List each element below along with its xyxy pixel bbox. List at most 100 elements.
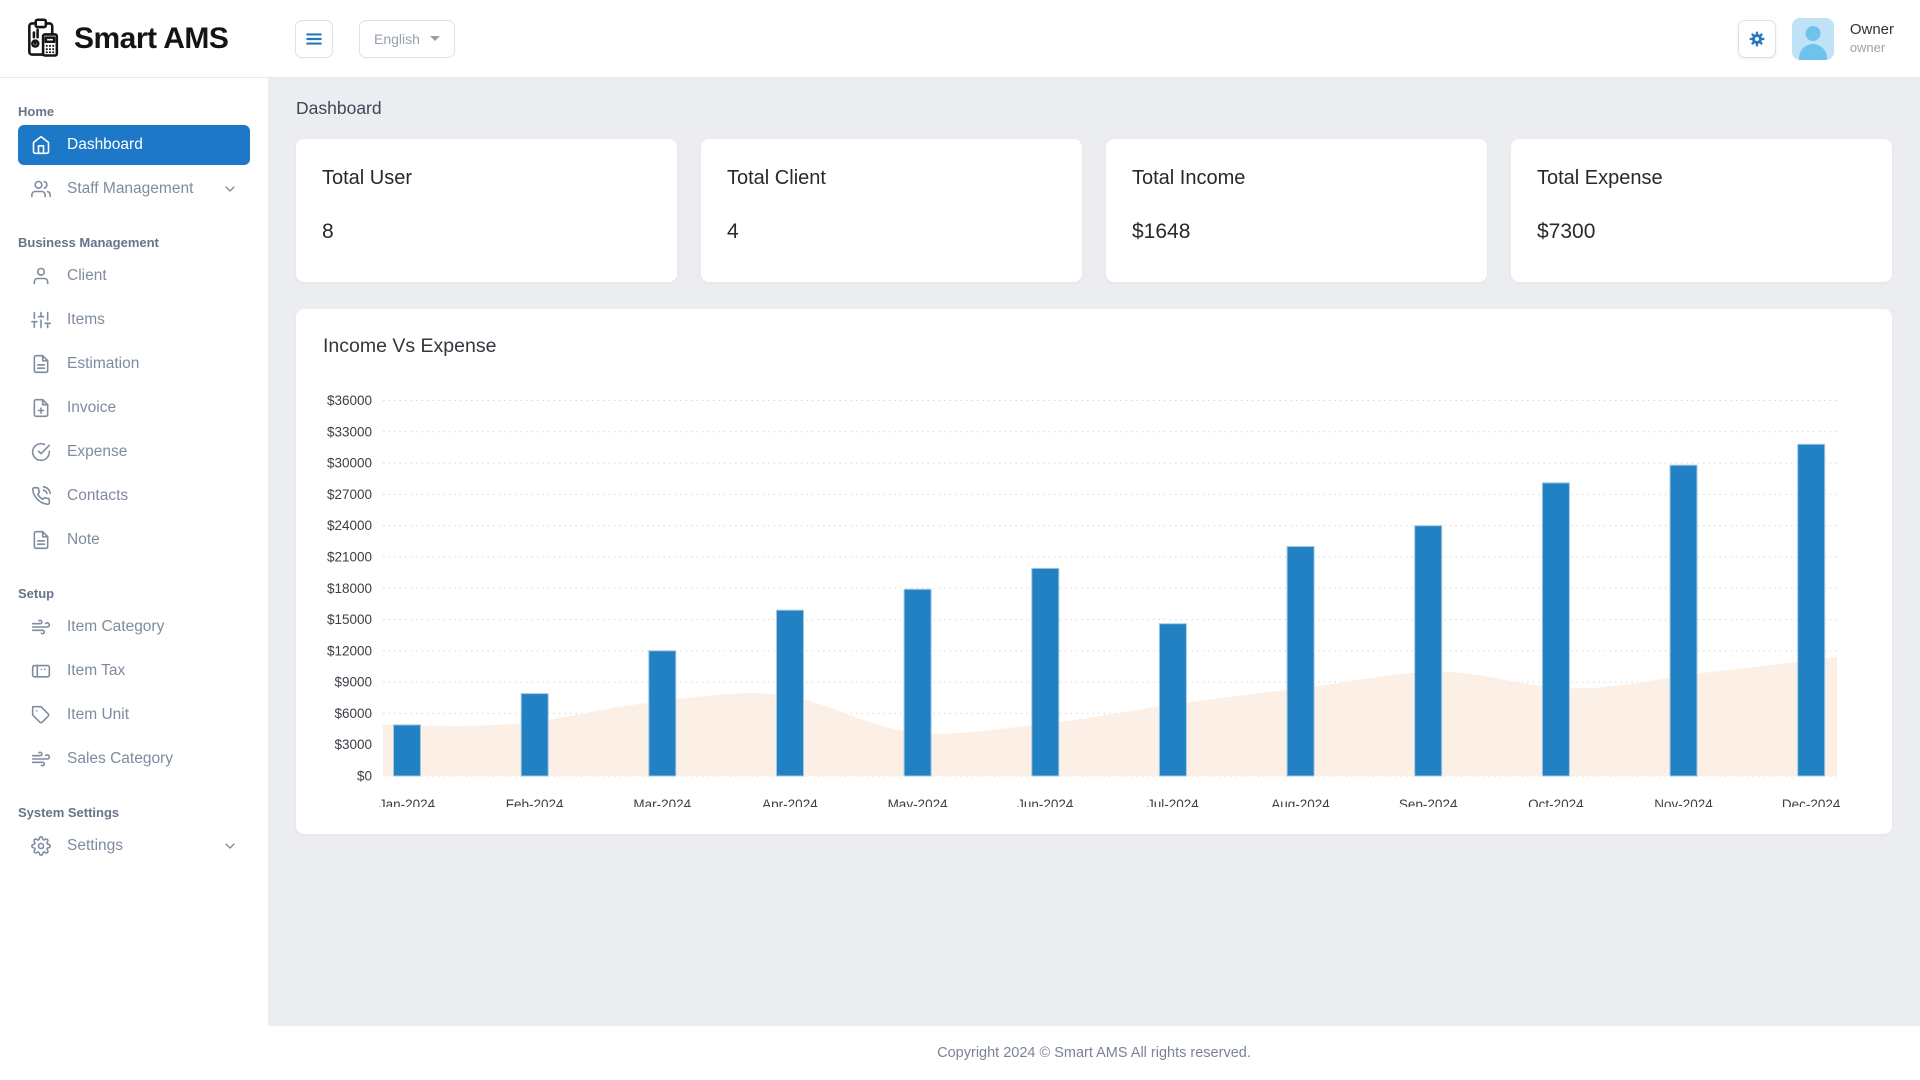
y-axis-tick-label: $0 [357, 769, 372, 784]
y-axis-tick-label: $36000 [327, 393, 372, 408]
income-bar-nov-2024 [1669, 464, 1698, 777]
income-bar-mar-2024 [648, 650, 677, 777]
stat-card-title: Total Income [1132, 167, 1246, 189]
sidebar-toggle-button[interactable] [295, 19, 333, 58]
x-axis-tick-label: Jun-2024 [1017, 797, 1074, 807]
sidebar-item-label: Item Category [67, 618, 165, 635]
brand-logo[interactable]: Smart AMS [0, 0, 268, 78]
x-axis-tick-label: Apr-2024 [762, 797, 818, 807]
sidebar-item-label: Contacts [67, 487, 129, 504]
income-bar-apr-2024 [776, 609, 804, 777]
sidebar-item-label: Client [67, 267, 107, 284]
chevron-down-icon [222, 181, 238, 197]
x-axis-tick-label: Mar-2024 [633, 797, 691, 807]
income-bar-sep-2024 [1414, 525, 1443, 777]
sidebar-item-client[interactable]: Client [18, 254, 250, 298]
income-bar-may-2024 [903, 588, 932, 777]
sidebar-item-label: Dashboard [67, 136, 143, 153]
y-axis-tick-label: $24000 [327, 518, 372, 533]
sidebar-item-invoice[interactable]: Invoice [18, 386, 250, 430]
sidebar-item-label: Invoice [67, 399, 117, 416]
y-axis-tick-label: $21000 [327, 549, 372, 564]
stats-row: Total User 8 Total Client 4 Total Income $164… [296, 139, 1892, 282]
file-text-icon [31, 530, 51, 550]
y-axis-tick-label: $27000 [327, 487, 372, 502]
sidebar-item-item-category[interactable]: Item Category [18, 605, 250, 649]
sidebar-item-items[interactable]: Items [18, 298, 250, 342]
sidebar-item-contacts[interactable]: Contacts [18, 474, 250, 518]
settings-quick-button[interactable] [1737, 19, 1776, 58]
sidebar-section-label-system-settings: System Settings [18, 805, 120, 820]
income-vs-expense-chart-card: Income Vs Expense $36000 $33000 $30000 $270… [296, 309, 1892, 834]
sidebar-item-label: Item Unit [67, 706, 130, 723]
sidebar-item-estimation[interactable]: Estimation [18, 342, 250, 386]
user-avatar[interactable] [1791, 17, 1834, 60]
wind-icon [31, 749, 51, 769]
sidebar-item-label: Settings [67, 837, 124, 854]
user-name: Owner [1849, 21, 1894, 38]
menu-icon [304, 29, 324, 49]
y-axis-tick-label: $9000 [334, 675, 372, 690]
tag-icon [31, 705, 51, 725]
sidebar-item-label: Item Tax [67, 662, 126, 679]
page-title: Dashboard [296, 98, 382, 118]
sliders-icon [31, 310, 51, 330]
x-axis-tick-label: Dec-2024 [1782, 797, 1841, 807]
language-dropdown-value: English [374, 30, 420, 47]
y-axis-tick-label: $12000 [327, 643, 372, 658]
income-bar-oct-2024 [1541, 482, 1570, 777]
sidebar-item-note[interactable]: Note [18, 518, 250, 562]
file-plus-icon [31, 398, 51, 418]
main-content: Dashboard Total User 8 Total Client 4 Total … [268, 78, 1920, 1026]
sidebar-item-label: Items [67, 311, 105, 328]
users-icon [31, 179, 51, 199]
x-axis-tick-label: Sep-2024 [1399, 797, 1458, 807]
y-axis-tick-label: $15000 [327, 612, 372, 627]
y-axis-tick-label: $30000 [327, 456, 372, 471]
gear-icon [1747, 29, 1767, 49]
topbar: Smart AMS English [0, 0, 1920, 78]
card-icon [31, 661, 51, 681]
expense-area-series [383, 657, 1837, 776]
stat-card-total-client: Total Client 4 [701, 139, 1082, 282]
sidebar-item-item-unit[interactable]: Item Unit [18, 693, 250, 737]
sidebar-item-settings[interactable]: Settings [18, 824, 250, 868]
x-axis-tick-label: May-2024 [888, 797, 949, 807]
home-icon [31, 135, 51, 155]
language-dropdown[interactable]: English [359, 19, 455, 58]
income-bar-dec-2024 [1797, 443, 1826, 777]
stat-card-total-expense: Total Expense $7300 [1511, 139, 1892, 282]
phone-icon [31, 486, 51, 506]
income-bar-aug-2024 [1286, 546, 1315, 777]
stat-card-title: Total Expense [1537, 167, 1663, 189]
sidebar-item-staff-management[interactable]: Staff Management [18, 167, 250, 211]
sidebar-item-label: Note [67, 531, 100, 548]
income-bar-jul-2024 [1158, 623, 1187, 777]
settings-icon [31, 836, 51, 856]
sidebar-item-label: Sales Category [67, 750, 173, 767]
sidebar-section-label-home: Home [18, 104, 55, 119]
sidebar-section-label-business-management: Business Management [18, 235, 159, 250]
footer-text: Copyright 2024 © Smart AMS All rights re… [937, 1045, 1251, 1061]
x-axis-tick-label: Jan-2024 [379, 797, 436, 807]
stat-card-title: Total Client [727, 167, 826, 189]
sidebar-item-item-tax[interactable]: Item Tax [18, 649, 250, 693]
y-axis-tick-label: $33000 [327, 424, 372, 439]
sidebar-item-expense[interactable]: Expense [18, 430, 250, 474]
stat-card-value: 4 [727, 220, 739, 243]
x-axis-tick-label: Nov-2024 [1654, 797, 1713, 807]
y-axis-tick-label: $18000 [327, 581, 372, 596]
stat-card-value: $7300 [1537, 220, 1596, 243]
stat-card-total-user: Total User 8 [296, 139, 677, 282]
y-axis-tick-label: $3000 [334, 737, 372, 752]
sidebar-item-dashboard[interactable]: Dashboard [18, 125, 250, 165]
x-axis-tick-label: Jul-2024 [1147, 797, 1199, 807]
stat-card-value: 8 [322, 220, 334, 243]
sidebar-item-sales-category[interactable]: Sales Category [18, 737, 250, 781]
user-menu[interactable]: Owner owner [1850, 21, 1894, 56]
brand-name: Smart AMS [74, 21, 229, 55]
sidebar-item-label: Estimation [67, 355, 140, 372]
income-vs-expense-chart: $36000 $33000 $30000 $27000 $24000 $21000 $180… [327, 393, 1841, 807]
stat-card-title: Total User [322, 167, 413, 189]
chevron-down-icon [222, 838, 238, 854]
